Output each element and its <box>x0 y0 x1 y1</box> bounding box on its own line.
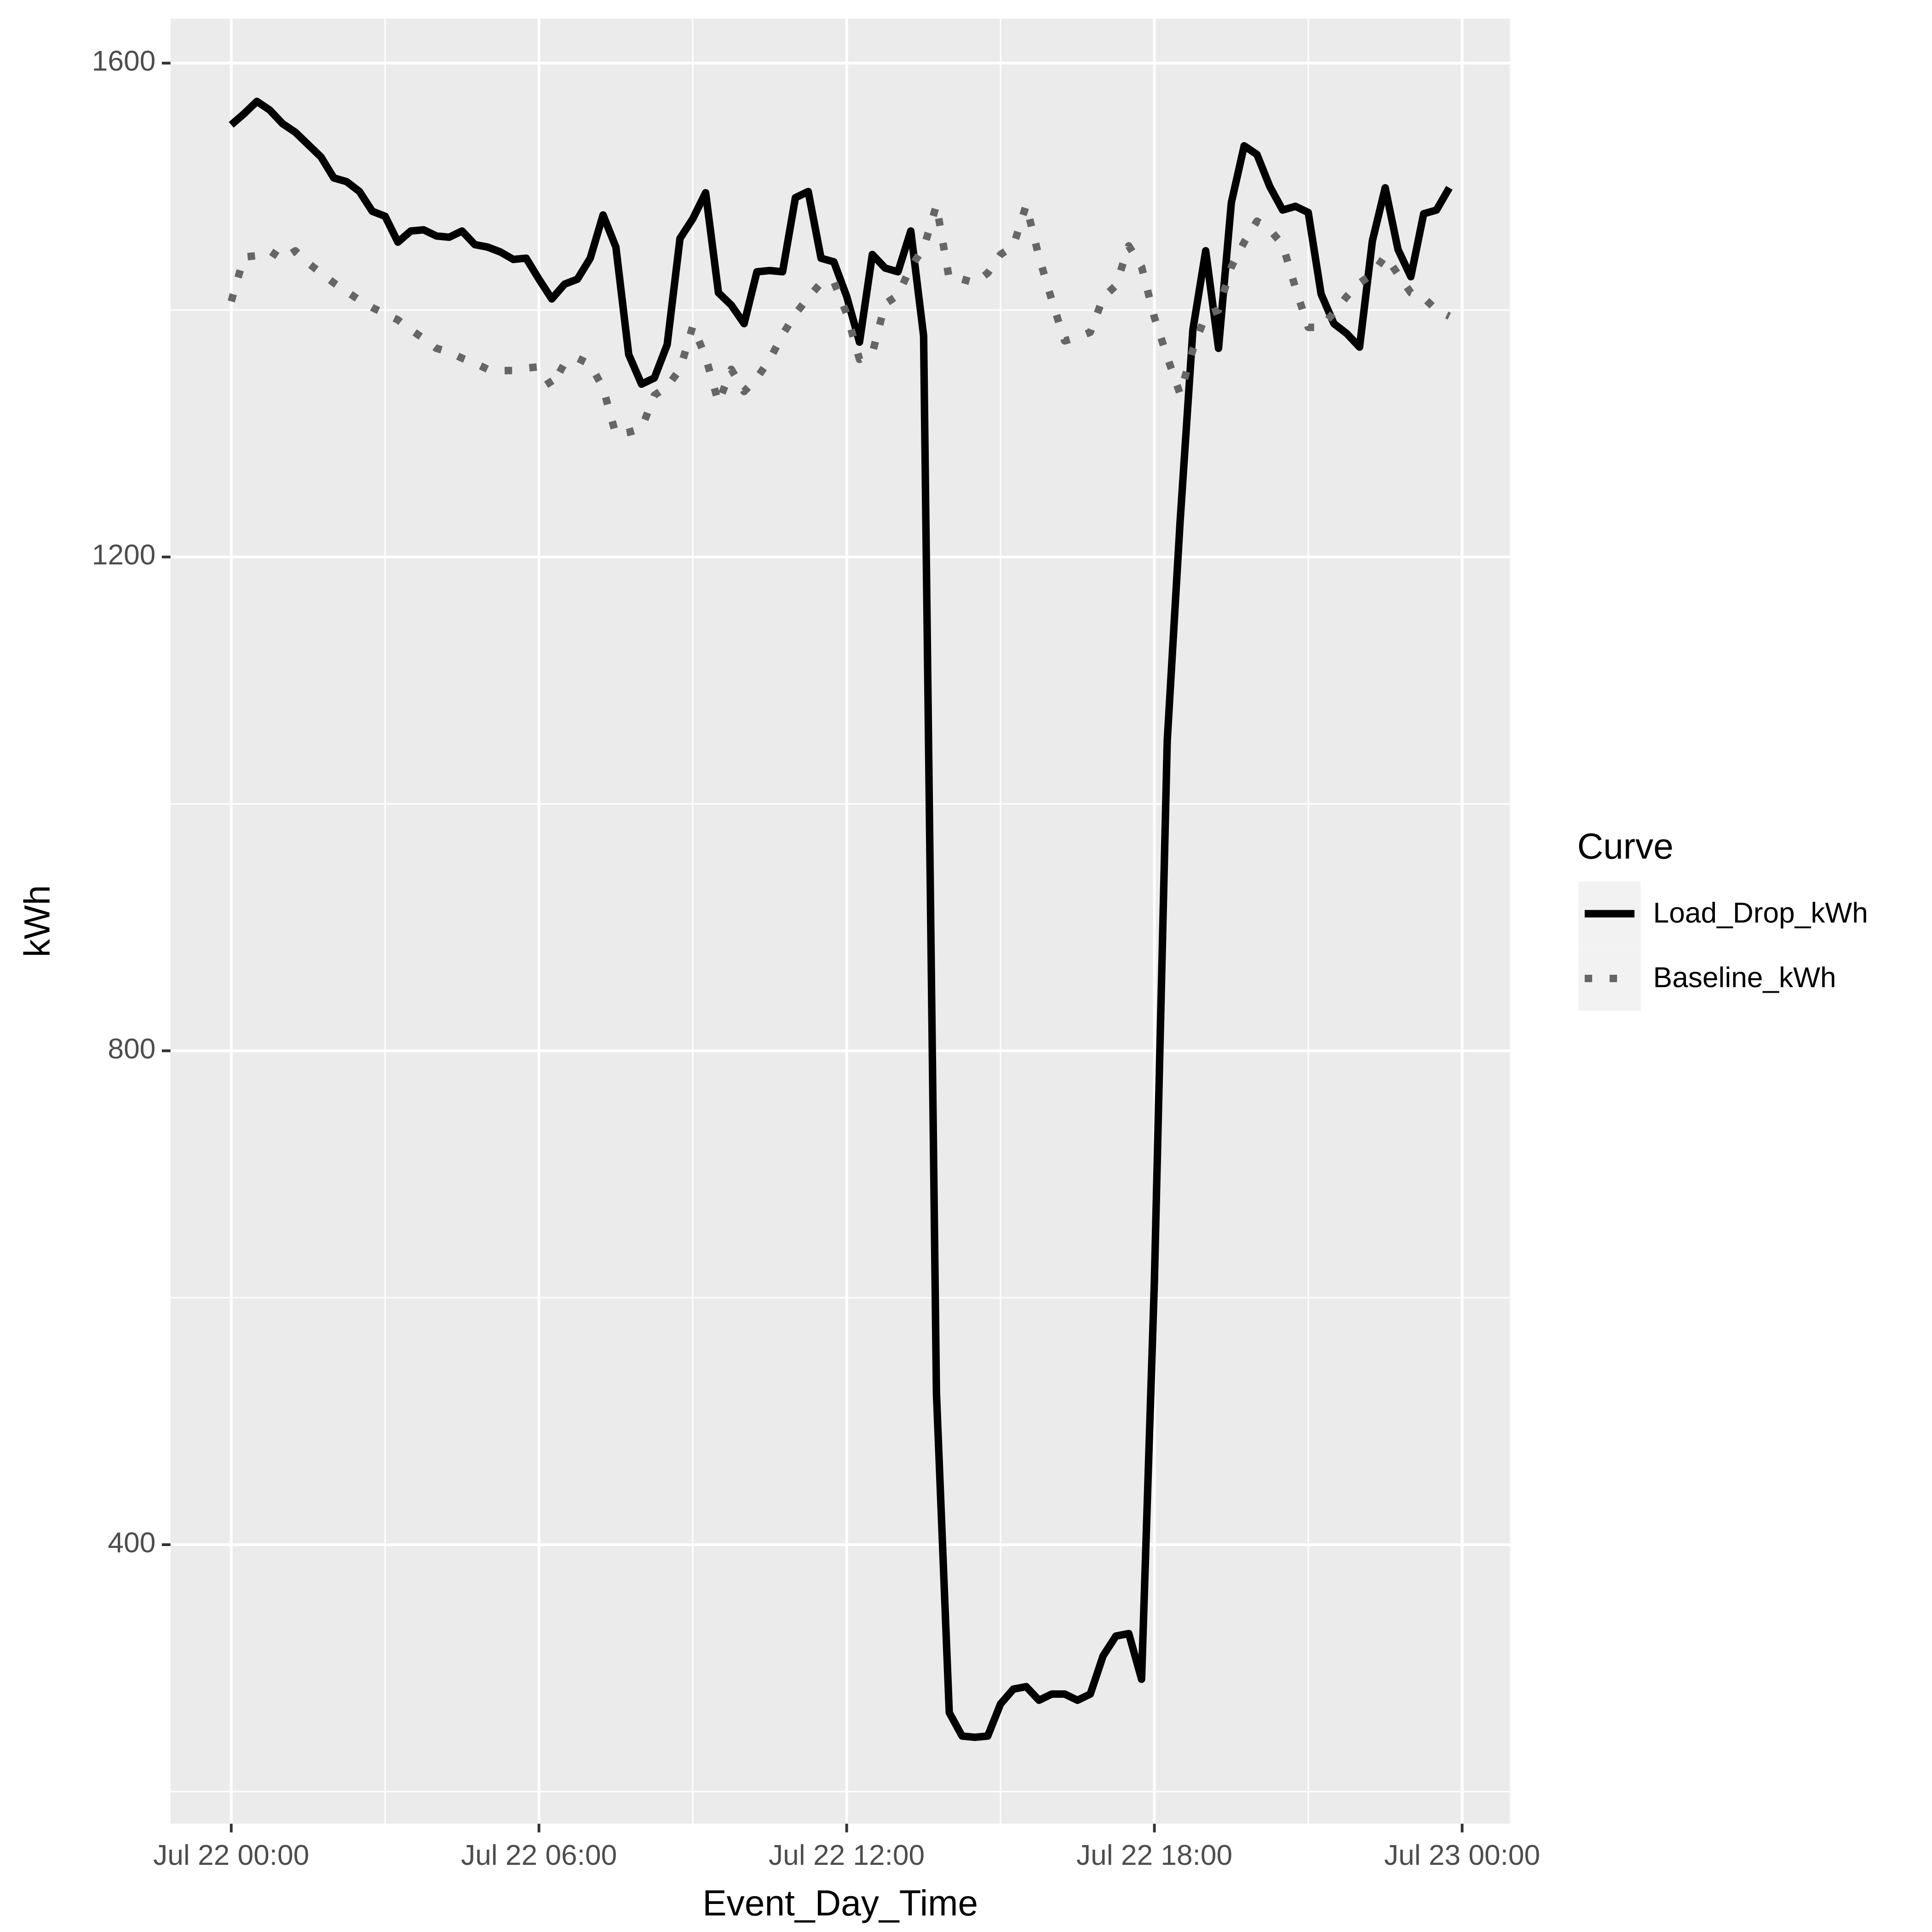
legend-label: Load_Drop_kWh <box>1653 897 1868 929</box>
x-axis-title: Event_Day_Time <box>702 1883 978 1923</box>
legend-title: Curve <box>1577 826 1673 866</box>
y-tick-label: 800 <box>108 1033 155 1065</box>
y-axis-title: kWh <box>17 885 57 957</box>
y-tick-label: 1600 <box>92 46 155 77</box>
x-tick-label: Jul 23 00:00 <box>1384 1840 1540 1871</box>
y-tick-label: 400 <box>108 1527 155 1558</box>
legend-label: Baseline_kWh <box>1653 962 1836 994</box>
y-tick-label: 1200 <box>92 539 155 571</box>
series-line <box>229 98 1453 1741</box>
x-tick-label: Jul 22 06:00 <box>461 1840 617 1871</box>
x-tick-label: Jul 22 18:00 <box>1076 1840 1232 1871</box>
x-tick-label: Jul 22 12:00 <box>769 1840 925 1871</box>
x-tick-label: Jul 22 00:00 <box>153 1840 309 1871</box>
